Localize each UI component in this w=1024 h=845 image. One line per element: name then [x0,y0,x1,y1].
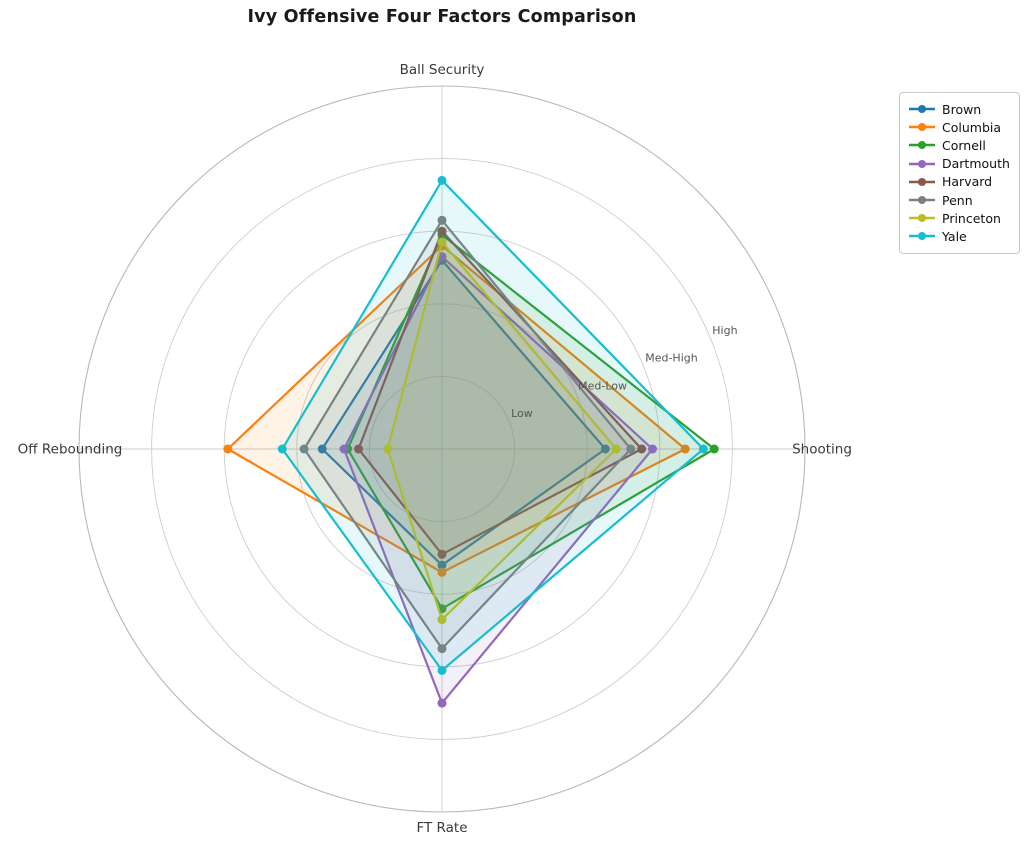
legend-item-yale: Yale [909,227,1010,245]
axis-labels: Ball Security Shooting FT Rate Off Reboundi… [18,62,852,836]
data-point [437,237,447,247]
series-yale [277,175,708,675]
axis-label-ball-security: Ball Security [400,62,485,78]
series-fill [304,220,631,649]
data-point [680,444,690,454]
legend-marker-icon [909,141,935,150]
data-point [277,444,287,454]
data-point [437,698,447,708]
data-point [437,615,447,625]
legend-item-cornell: Cornell [909,136,1010,154]
legend-marker-icon [909,196,935,205]
series-fill [347,234,715,609]
legend-marker-icon [909,232,935,241]
legend-marker-icon [909,159,935,168]
data-point [437,644,447,654]
legend-label: Columbia [942,119,1002,135]
data-point [383,444,393,454]
series-harvard [354,226,647,559]
data-point [437,549,447,559]
axis-label-off-rebounding: Off Rebounding [18,442,123,458]
series-fill [344,256,653,704]
legend-label: Princeton [942,210,1001,226]
chart-title: Ivy Offensive Four Factors Comparison [247,7,637,27]
radial-tick-label: Med-High [645,352,698,365]
axis-label-shooting: Shooting [792,442,852,458]
legend-label: Penn [942,192,973,208]
legend-item-penn: Penn [909,191,1010,209]
data-point [437,215,447,225]
legend-label: Yale [942,228,967,244]
data-point [437,175,447,185]
legend-marker-icon [909,123,935,132]
legend-marker-icon [909,214,935,223]
legend-item-columbia: Columbia [909,118,1010,136]
series-brown [317,255,610,570]
legend-item-harvard: Harvard [909,173,1010,191]
data-point [611,444,621,454]
data-point [698,444,708,454]
data-point [223,444,233,454]
legend-item-princeton: Princeton [909,209,1010,227]
series-fill [227,245,686,573]
data-point [637,444,647,454]
legend-label: Dartmouth [942,156,1010,172]
data-point [709,444,719,454]
radial-tick-label: Med-Low [578,379,627,392]
legend-marker-icon [909,177,935,186]
data-point [437,665,447,675]
data-point [437,560,447,570]
data-point [648,444,658,454]
radial-tick-label: Low [511,407,533,420]
series-princeton [383,237,621,625]
axis-label-ft-rate: FT Rate [416,820,467,836]
data-point [317,444,327,454]
legend-label: Harvard [942,174,993,190]
data-point [299,444,309,454]
series-penn [299,215,636,654]
data-point [437,567,447,577]
radial-tick-label: High [712,324,737,337]
series-fill [358,231,642,555]
series-fill [282,180,704,671]
legend-item-brown: Brown [909,100,1010,118]
series-fill [322,260,606,566]
legend-marker-icon [909,105,935,114]
data-point [354,444,364,454]
series-columbia [223,241,690,577]
data-point [339,444,349,454]
legend: Brown Columbia Cornell Dartmouth Harvard Penn… [899,92,1020,254]
legend-label: Brown [942,101,982,117]
data-point [600,444,610,454]
legend-label: Cornell [942,137,986,153]
radial-tick-labels: Low Med-Low Med-High High [511,324,738,420]
legend-item-dartmouth: Dartmouth [909,155,1010,173]
data-point [626,444,636,454]
series-fill [387,242,617,620]
data-point [437,226,447,236]
